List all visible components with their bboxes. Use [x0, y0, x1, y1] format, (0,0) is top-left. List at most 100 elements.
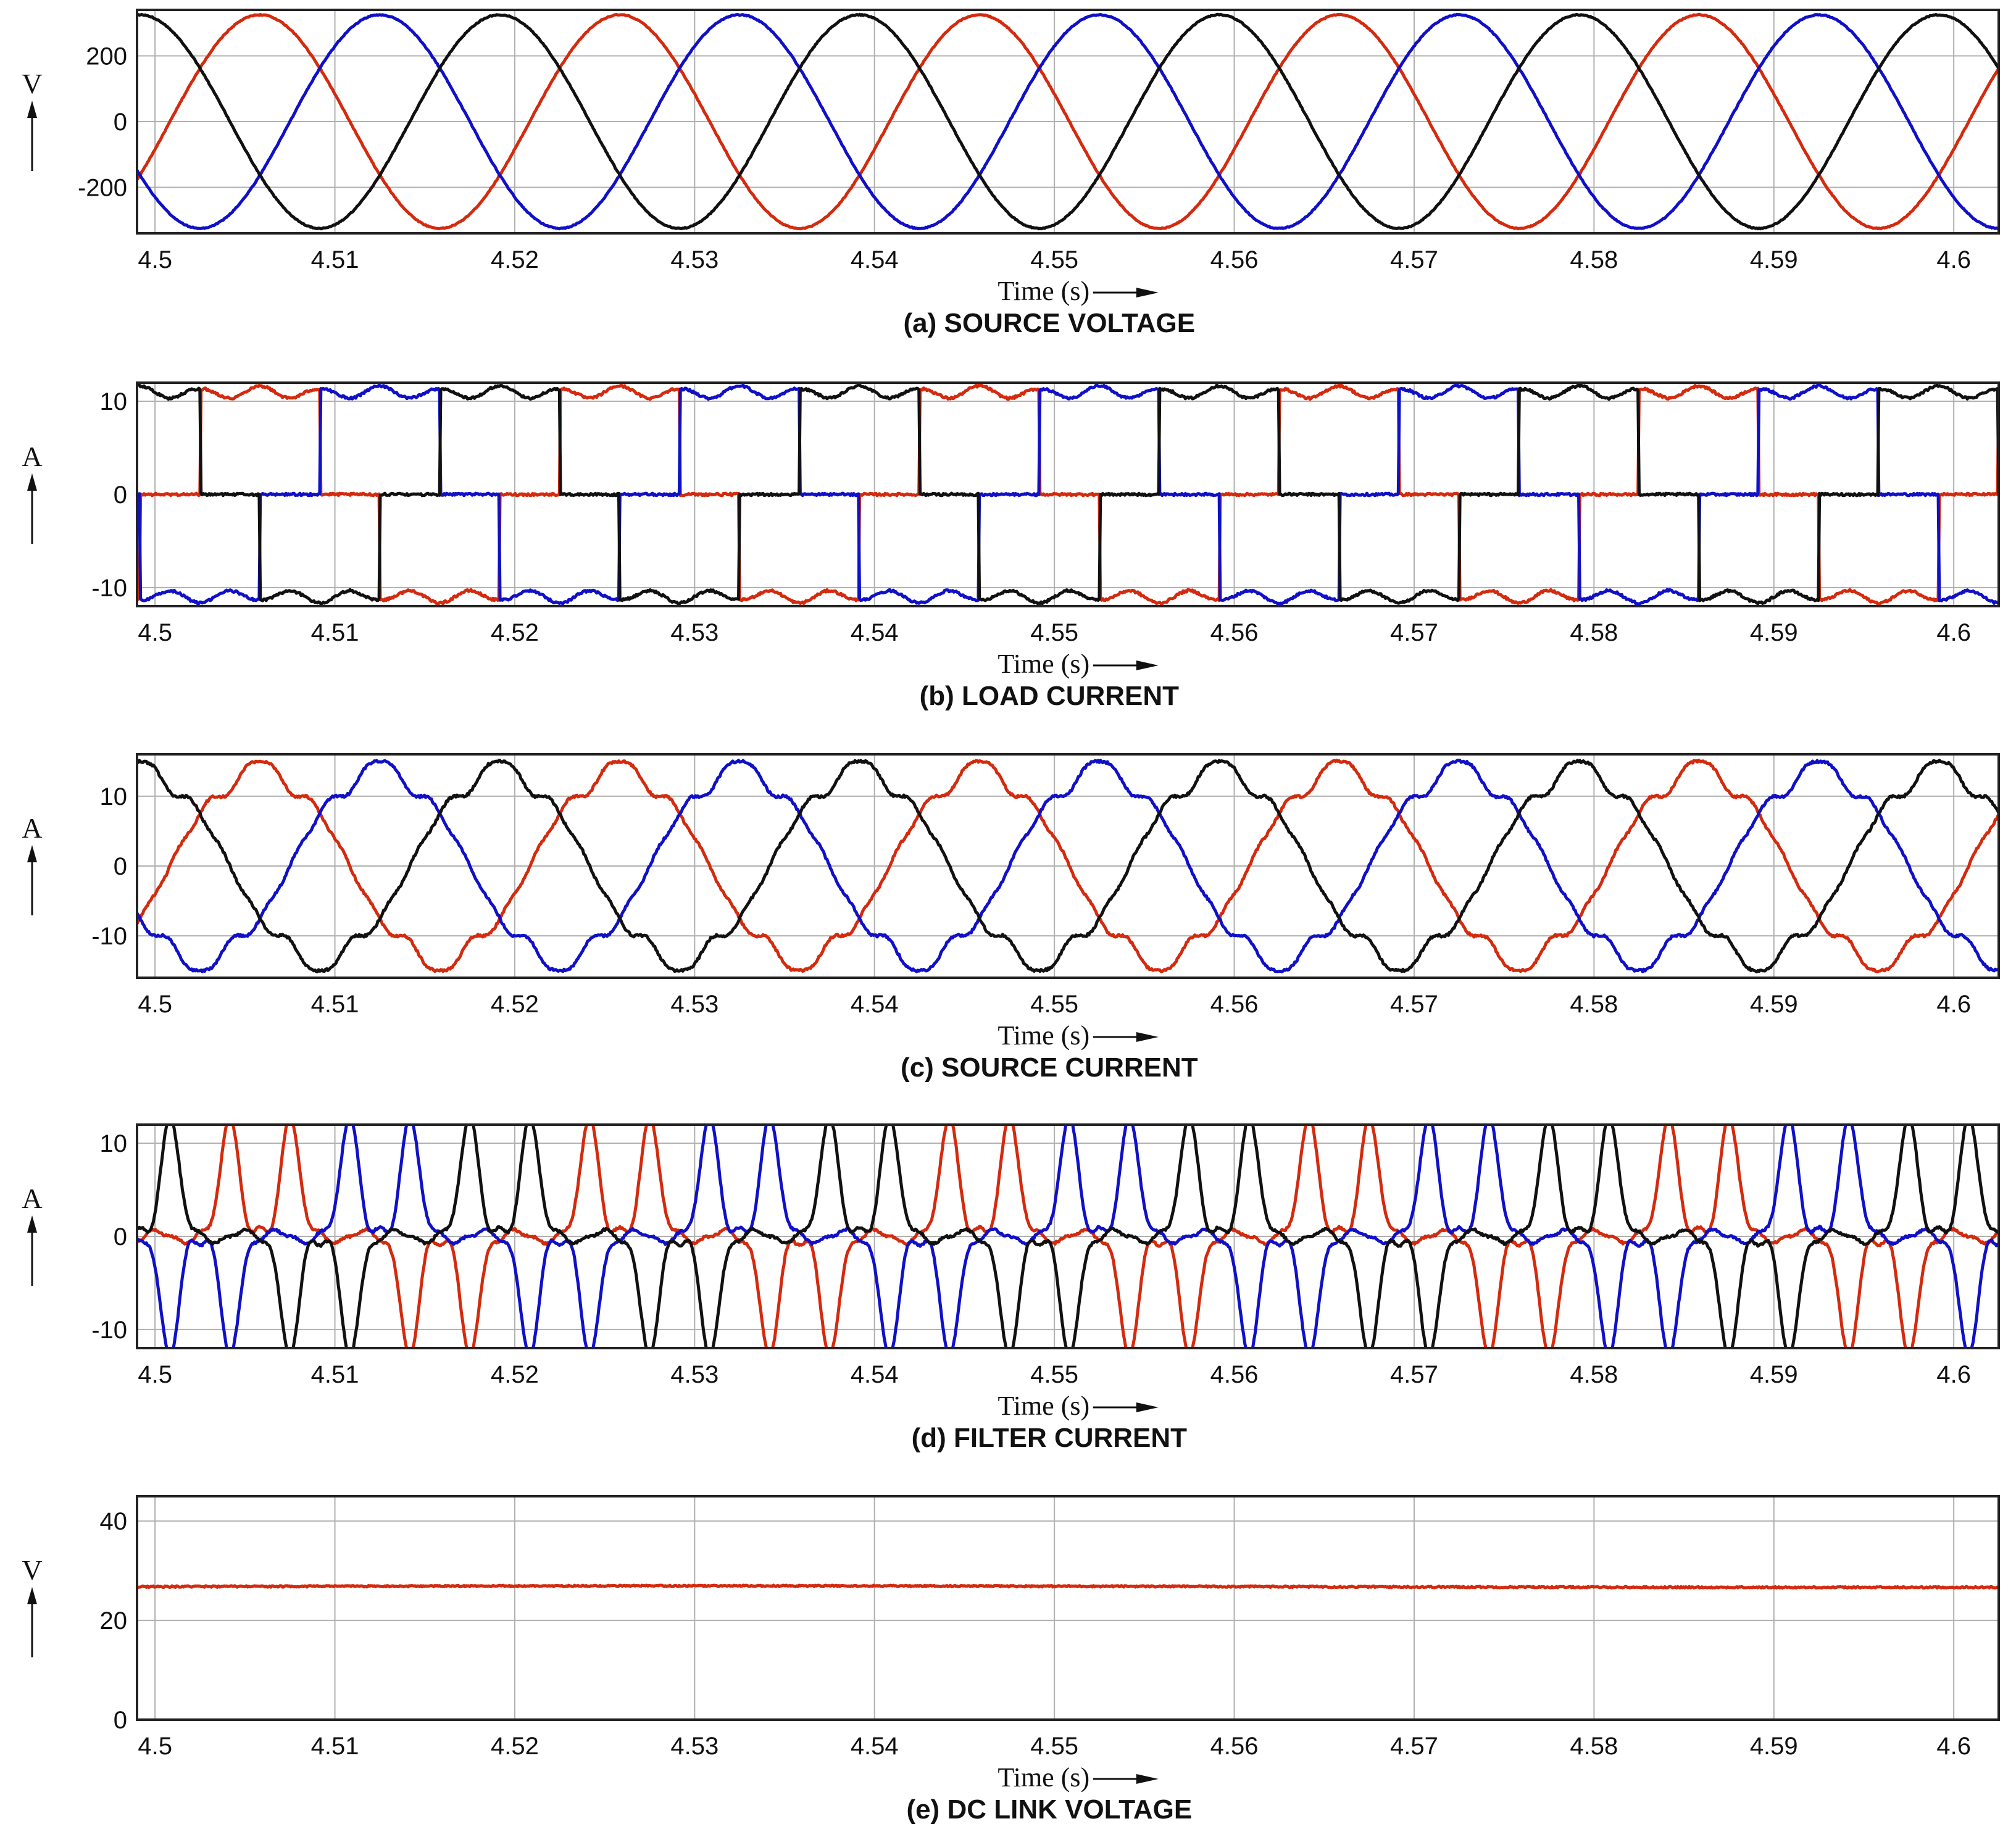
y-tick-label: 0 — [114, 1223, 127, 1251]
x-tick-label: 4.57 — [1390, 619, 1438, 646]
x-tick-label: 4.55 — [1030, 1361, 1078, 1388]
x-tick-label: 4.54 — [851, 619, 899, 646]
x-tick-label: 4.54 — [851, 246, 899, 273]
y-axis-label: V — [22, 1554, 42, 1586]
x-axis-arrow-icon — [1136, 1402, 1159, 1412]
x-tick-label: 4.6 — [1936, 1361, 1971, 1388]
x-tick-label: 4.52 — [491, 619, 539, 646]
x-tick-label: 4.55 — [1030, 1733, 1078, 1760]
chart-caption: (a) SOURCE VOLTAGE — [904, 308, 1196, 338]
x-tick-label: 4.6 — [1936, 1733, 1971, 1760]
x-tick-label: 4.59 — [1750, 619, 1798, 646]
x-axis-label: Time (s) — [998, 1020, 1089, 1051]
x-tick-label: 4.58 — [1570, 991, 1618, 1018]
x-tick-label: 4.58 — [1570, 619, 1618, 646]
x-tick-label: 4.57 — [1390, 1733, 1438, 1760]
x-tick-label: 4.6 — [1936, 246, 1971, 273]
x-tick-label: 4.56 — [1210, 1361, 1259, 1388]
series-line-phase-a — [137, 383, 1999, 606]
chart-panel-d: 4.5 4.51 4.52 4.53 4.54 4.55 4.56 4.57 4.58 4.59 4… — [22, 1123, 2000, 1453]
x-tick-label: 4.6 — [1936, 991, 1971, 1018]
x-tick-label: 4.6 — [1936, 619, 1971, 646]
x-tick-label: 4.51 — [311, 1733, 359, 1760]
chart-panel-c: 4.5 4.51 4.52 4.53 4.54 4.55 4.56 4.57 4.58 4.59 4… — [22, 753, 2000, 1083]
series-line-phase-b — [137, 759, 1999, 973]
y-tick-label: 20 — [100, 1607, 128, 1635]
x-tick-label: 4.56 — [1210, 619, 1259, 646]
y-tick-label: -10 — [91, 1317, 127, 1344]
series-line-phase-c — [137, 1125, 1999, 1348]
chart-caption: (e) DC LINK VOLTAGE — [906, 1794, 1192, 1825]
y-axis-label: A — [22, 812, 42, 844]
series-line-phase-c — [137, 383, 1999, 606]
y-tick-label: 40 — [100, 1508, 128, 1535]
series-line-phase-c — [137, 12, 1999, 231]
x-axis-label: Time (s) — [998, 649, 1089, 679]
y-tick-label: 0 — [114, 481, 127, 509]
series-line-phase-c — [137, 759, 1999, 973]
y-tick-label: 10 — [100, 388, 128, 415]
x-tick-label: 4.53 — [670, 1733, 719, 1760]
chart-caption: (c) SOURCE CURRENT — [901, 1052, 1198, 1083]
y-axis-arrow-icon — [27, 1587, 37, 1604]
plot-frame — [136, 381, 2000, 607]
y-tick-label: 0 — [114, 1707, 127, 1734]
x-tick-label: 4.56 — [1210, 1733, 1259, 1760]
x-axis-arrow-icon — [1136, 1032, 1159, 1042]
y-axis-arrow-icon — [27, 1215, 37, 1233]
chart-caption: (d) FILTER CURRENT — [912, 1423, 1188, 1453]
x-tick-label: 4.57 — [1390, 1361, 1438, 1388]
x-tick-label: 4.5 — [138, 1361, 172, 1388]
chart-panel-b: 4.5 4.51 4.52 4.53 4.54 4.55 4.56 4.57 4.58 4.59 4… — [22, 381, 2000, 711]
x-tick-label: 4.59 — [1750, 246, 1798, 273]
x-tick-label: 4.52 — [491, 1361, 539, 1388]
x-tick-label: 4.59 — [1750, 1733, 1798, 1760]
x-axis-label: Time (s) — [998, 276, 1089, 306]
series-line-phase-b — [137, 1125, 1999, 1348]
x-tick-label: 4.5 — [138, 991, 172, 1018]
plot-frame — [136, 1495, 2000, 1721]
x-tick-label: 4.53 — [670, 991, 719, 1018]
series-line-dc-link — [137, 1583, 1999, 1590]
x-tick-label: 4.59 — [1750, 991, 1798, 1018]
x-tick-label: 4.54 — [851, 991, 899, 1018]
y-tick-label: 0 — [114, 853, 127, 880]
y-tick-label: 200 — [86, 43, 127, 70]
y-axis-label: A — [22, 441, 42, 472]
series-line-phase-a — [137, 759, 1999, 973]
plot-frame — [136, 753, 2000, 979]
x-tick-label: 4.56 — [1210, 991, 1259, 1018]
x-axis-arrow-icon — [1136, 1774, 1159, 1784]
plot-frame — [136, 1123, 2000, 1349]
x-axis-label: Time (s) — [998, 1762, 1089, 1793]
x-tick-label: 4.51 — [311, 619, 359, 646]
series-line-phase-b — [137, 383, 1999, 606]
y-tick-label: -10 — [91, 575, 127, 602]
x-tick-label: 4.55 — [1030, 246, 1078, 273]
y-axis-arrow-icon — [27, 845, 37, 862]
series-line-phase-a — [137, 12, 1999, 231]
x-tick-label: 4.52 — [491, 1733, 539, 1760]
chart-caption: (b) LOAD CURRENT — [920, 681, 1180, 711]
y-axis-label: A — [22, 1183, 42, 1214]
x-axis-arrow-icon — [1136, 660, 1159, 670]
x-tick-label: 4.55 — [1030, 991, 1078, 1018]
x-tick-label: 4.53 — [670, 1361, 719, 1388]
x-tick-label: 4.5 — [138, 1733, 172, 1760]
x-tick-label: 4.54 — [851, 1733, 899, 1760]
x-tick-label: 4.56 — [1210, 246, 1259, 273]
x-tick-label: 4.53 — [670, 246, 719, 273]
x-tick-label: 4.52 — [491, 991, 539, 1018]
chart-panel-a: 4.5 4.51 4.52 4.53 4.54 4.55 4.56 4.57 4.58 4.59 4… — [22, 9, 2000, 338]
x-tick-label: 4.57 — [1390, 246, 1438, 273]
chart-panel-e: 4.5 4.51 4.52 4.53 4.54 4.55 4.56 4.57 4.58 4.59 4… — [22, 1495, 2000, 1825]
x-tick-label: 4.57 — [1390, 991, 1438, 1018]
x-tick-label: 4.58 — [1570, 246, 1618, 273]
x-axis-label: Time (s) — [998, 1391, 1089, 1421]
y-tick-label: -10 — [91, 923, 127, 950]
x-tick-label: 4.54 — [851, 1361, 899, 1388]
x-tick-label: 4.51 — [311, 1361, 359, 1388]
series-line-phase-b — [137, 12, 1999, 231]
y-axis-arrow-icon — [27, 101, 37, 118]
